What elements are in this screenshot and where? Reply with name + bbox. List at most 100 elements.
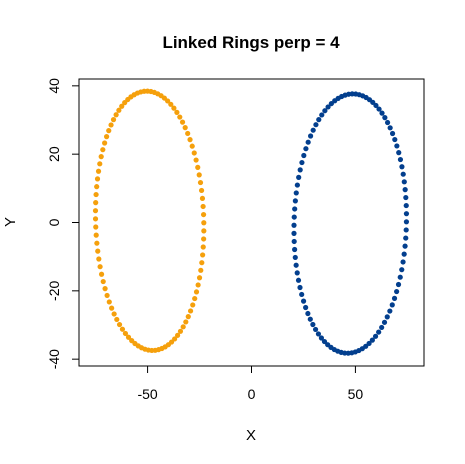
data-point bbox=[95, 248, 101, 254]
data-point bbox=[384, 119, 391, 126]
data-point bbox=[96, 256, 102, 262]
series-0 bbox=[92, 88, 207, 354]
data-point bbox=[292, 254, 298, 261]
data-point bbox=[201, 220, 207, 226]
data-point bbox=[171, 105, 177, 111]
data-point bbox=[312, 326, 319, 333]
data-point bbox=[399, 267, 405, 273]
data-point bbox=[387, 125, 393, 131]
y-axis: -40 -20 0 20 40 bbox=[46, 78, 80, 369]
data-point bbox=[108, 122, 114, 128]
data-point bbox=[94, 176, 101, 182]
data-point bbox=[394, 288, 400, 295]
x-tick-label: -50 bbox=[137, 386, 157, 402]
data-point bbox=[201, 236, 207, 242]
data-point bbox=[397, 274, 403, 280]
x-axis: -50 0 50 bbox=[137, 365, 364, 402]
data-point bbox=[376, 329, 382, 335]
data-point bbox=[92, 208, 99, 214]
data-point bbox=[198, 267, 204, 273]
data-point bbox=[307, 316, 313, 322]
data-point bbox=[389, 302, 395, 308]
data-point bbox=[328, 100, 334, 107]
data-point bbox=[399, 164, 405, 170]
data-point bbox=[106, 299, 112, 305]
data-point bbox=[315, 331, 322, 337]
data-point bbox=[397, 156, 404, 163]
data-point bbox=[305, 139, 311, 145]
x-tick-label: 50 bbox=[348, 386, 364, 402]
data-point bbox=[297, 167, 303, 173]
data-point bbox=[403, 227, 409, 233]
data-point bbox=[183, 319, 189, 325]
data-point bbox=[366, 340, 372, 347]
y-tick-label: -40 bbox=[46, 349, 62, 369]
data-point bbox=[200, 211, 207, 218]
y-tick-label: 20 bbox=[46, 146, 62, 162]
data-point bbox=[201, 228, 207, 234]
data-point bbox=[97, 264, 103, 270]
data-point bbox=[199, 195, 206, 202]
data-point bbox=[292, 198, 298, 204]
data-point bbox=[179, 119, 186, 125]
data-point bbox=[110, 117, 117, 123]
data-point bbox=[387, 308, 393, 314]
data-point bbox=[125, 334, 132, 340]
data-point bbox=[192, 295, 198, 302]
data-point bbox=[199, 260, 205, 266]
data-point bbox=[396, 150, 402, 156]
points-layer bbox=[92, 88, 410, 356]
data-point bbox=[94, 184, 100, 190]
data-point bbox=[95, 168, 102, 174]
data-point bbox=[177, 114, 183, 120]
data-point bbox=[296, 174, 302, 180]
data-point bbox=[182, 125, 188, 131]
data-point bbox=[295, 277, 302, 283]
data-point bbox=[193, 289, 200, 295]
data-point bbox=[373, 102, 379, 109]
data-point bbox=[119, 103, 125, 109]
data-point bbox=[195, 164, 201, 170]
data-point bbox=[372, 333, 379, 339]
data-point bbox=[293, 262, 299, 268]
data-point bbox=[403, 235, 409, 241]
data-point bbox=[403, 194, 409, 201]
data-point bbox=[116, 321, 123, 328]
y-tick-label: 0 bbox=[46, 218, 62, 226]
data-point bbox=[300, 298, 307, 304]
data-point bbox=[93, 200, 99, 206]
data-point bbox=[200, 244, 206, 250]
data-point bbox=[111, 311, 117, 317]
data-point bbox=[321, 338, 328, 345]
data-point bbox=[168, 101, 174, 107]
data-point bbox=[394, 143, 400, 149]
data-point bbox=[187, 137, 193, 143]
data-point bbox=[196, 172, 202, 178]
data-point bbox=[389, 130, 396, 137]
data-point bbox=[299, 159, 305, 166]
data-point bbox=[98, 271, 105, 277]
data-point bbox=[301, 152, 307, 159]
data-point bbox=[402, 187, 408, 193]
data-point bbox=[401, 251, 407, 257]
data-point bbox=[200, 252, 206, 258]
data-point bbox=[310, 321, 316, 328]
data-point bbox=[299, 291, 305, 298]
data-point bbox=[104, 292, 110, 299]
plot-frame bbox=[78, 78, 425, 367]
data-point bbox=[318, 335, 324, 341]
data-point bbox=[119, 326, 126, 332]
data-point bbox=[392, 136, 398, 143]
data-point bbox=[114, 316, 120, 323]
data-point bbox=[197, 179, 204, 186]
data-point bbox=[196, 275, 203, 281]
data-point bbox=[106, 128, 112, 134]
data-point bbox=[190, 302, 196, 308]
data-point bbox=[291, 214, 297, 220]
data-point bbox=[376, 106, 382, 112]
y-tick-label: 40 bbox=[46, 78, 62, 94]
data-point bbox=[303, 146, 309, 152]
data-point bbox=[122, 330, 129, 337]
data-point bbox=[113, 112, 119, 118]
